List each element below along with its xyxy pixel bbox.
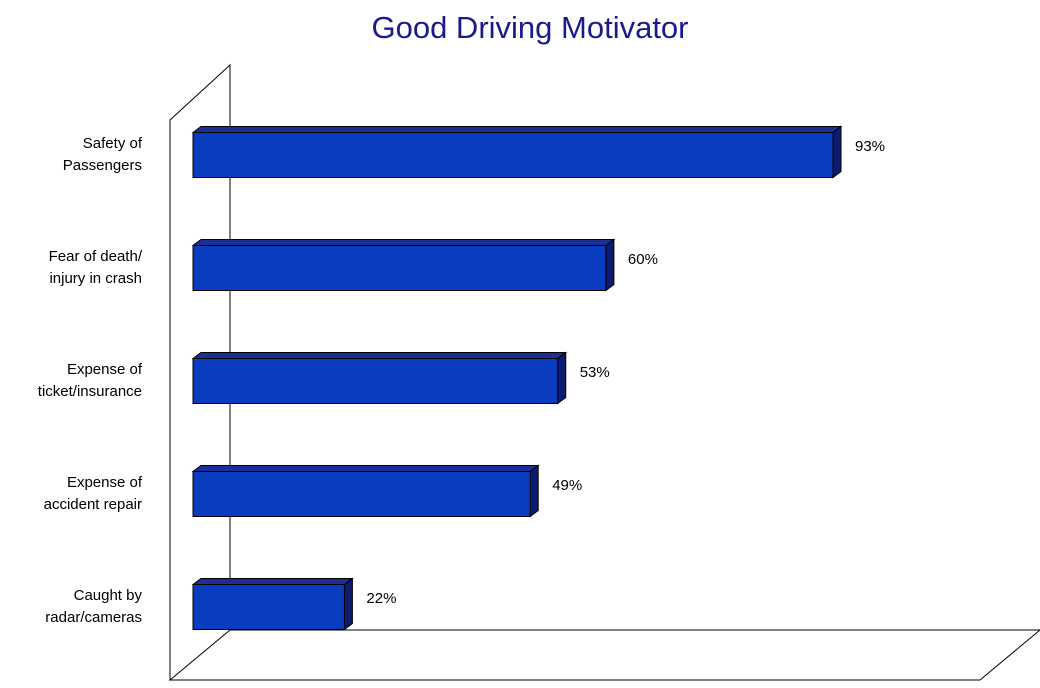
value-label: 49% [552, 477, 582, 494]
bar [191, 125, 843, 179]
value-label: 53% [580, 364, 610, 381]
value-label: 22% [366, 590, 396, 607]
bar-front [192, 132, 834, 178]
floor [168, 629, 1040, 681]
bar-side [557, 351, 567, 405]
frame [168, 63, 1040, 681]
bar [191, 464, 540, 518]
bar-front [192, 245, 607, 291]
bar-top [191, 578, 354, 585]
bar [191, 577, 354, 631]
value-label: 60% [628, 251, 658, 268]
bar-front [192, 471, 531, 517]
category-label: Expense of ticket/insurance [38, 361, 143, 400]
category-label: Fear of death/injury in crash [49, 248, 143, 287]
value-label: 93% [855, 138, 885, 155]
bar-top [191, 465, 540, 472]
bar-side [529, 464, 539, 518]
bar-top [191, 126, 843, 133]
bar-side [605, 238, 615, 292]
category-label: Caught by radar/cameras [45, 587, 142, 626]
bar-side [343, 577, 353, 631]
bar-top [191, 239, 616, 246]
bar-front [192, 358, 559, 404]
bar-top [191, 352, 568, 359]
chart-title: Good Driving Motivator [371, 10, 688, 45]
bar [191, 351, 568, 405]
category-label: Expense of accident repair [44, 474, 143, 513]
bar-front [192, 584, 345, 630]
bar-side [832, 125, 842, 179]
category-label: Safety of Passengers [63, 135, 143, 174]
left-wall [169, 63, 231, 680]
bar [191, 238, 616, 292]
